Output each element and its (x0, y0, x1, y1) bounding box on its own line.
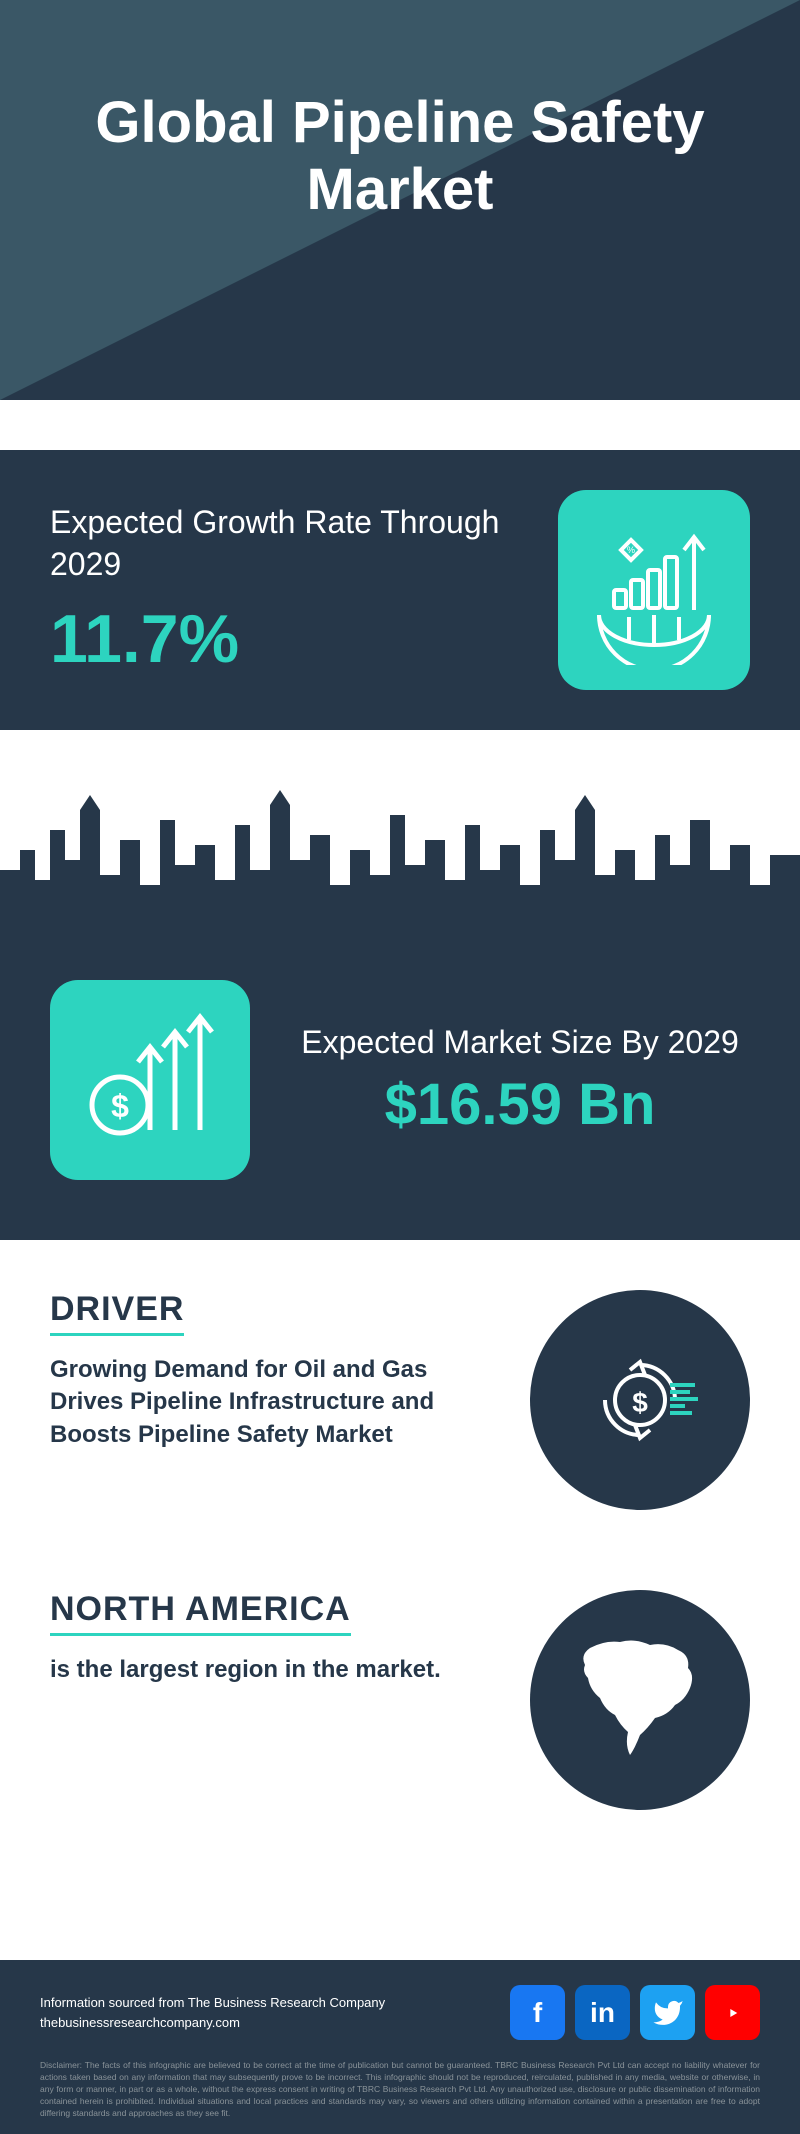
disclaimer-text: Disclaimer: The facts of this infographi… (40, 2060, 760, 2119)
social-icons-row: f in (510, 1985, 760, 2040)
growth-text-block: Expected Growth Rate Through 2029 11.7% (50, 502, 558, 678)
footer-source: Information sourced from The Business Re… (40, 1993, 385, 2032)
region-body: is the largest region in the market. (50, 1654, 500, 1686)
linkedin-icon[interactable]: in (575, 1985, 630, 2040)
market-size-section: $ Expected Market Size By 2029 $16.59 Bn (0, 930, 800, 1240)
driver-heading: DRIVER (50, 1290, 184, 1336)
facebook-icon[interactable]: f (510, 1985, 565, 2040)
north-america-icon (560, 1620, 720, 1780)
dollar-circulation-icon: $ (570, 1330, 710, 1470)
spacer (0, 400, 800, 450)
city-skyline-icon (0, 790, 800, 930)
region-text-block: NORTH AMERICA is the largest region in t… (50, 1590, 500, 1686)
growth-value: 11.7% (50, 600, 558, 678)
header-section: Global Pipeline Safety Market (0, 0, 800, 400)
svg-text:%: % (627, 545, 635, 555)
growth-icon-container: % (558, 490, 750, 690)
dollar-arrows-icon: $ (75, 1005, 225, 1155)
growth-label: Expected Growth Rate Through 2029 (50, 502, 558, 585)
region-icon-container (530, 1590, 750, 1810)
globe-growth-icon: % (579, 515, 729, 665)
driver-icon-container: $ (530, 1290, 750, 1510)
market-text-block: Expected Market Size By 2029 $16.59 Bn (290, 1022, 750, 1139)
market-label: Expected Market Size By 2029 (290, 1022, 750, 1064)
page-title: Global Pipeline Safety Market (0, 90, 800, 223)
spacer (0, 1840, 800, 1960)
infographic-container: Global Pipeline Safety Market Expected G… (0, 0, 800, 2134)
footer-section: Information sourced from The Business Re… (0, 1960, 800, 2134)
svg-text:$: $ (111, 1088, 129, 1124)
region-section: NORTH AMERICA is the largest region in t… (0, 1540, 800, 1840)
market-value: $16.59 Bn (290, 1071, 750, 1138)
market-icon-container: $ (50, 980, 250, 1180)
source-line1: Information sourced from The Business Re… (40, 1993, 385, 2013)
svg-text:$: $ (632, 1387, 648, 1418)
twitter-icon[interactable] (640, 1985, 695, 2040)
source-line2: thebusinessresearchcompany.com (40, 2013, 385, 2033)
skyline-section (0, 730, 800, 930)
driver-section: DRIVER Growing Demand for Oil and Gas Dr… (0, 1240, 800, 1540)
youtube-icon[interactable] (705, 1985, 760, 2040)
footer-top-row: Information sourced from The Business Re… (40, 1985, 760, 2040)
growth-rate-section: Expected Growth Rate Through 2029 11.7% … (0, 450, 800, 730)
region-heading: NORTH AMERICA (50, 1590, 351, 1636)
driver-body: Growing Demand for Oil and Gas Drives Pi… (50, 1354, 500, 1451)
driver-text-block: DRIVER Growing Demand for Oil and Gas Dr… (50, 1290, 500, 1451)
